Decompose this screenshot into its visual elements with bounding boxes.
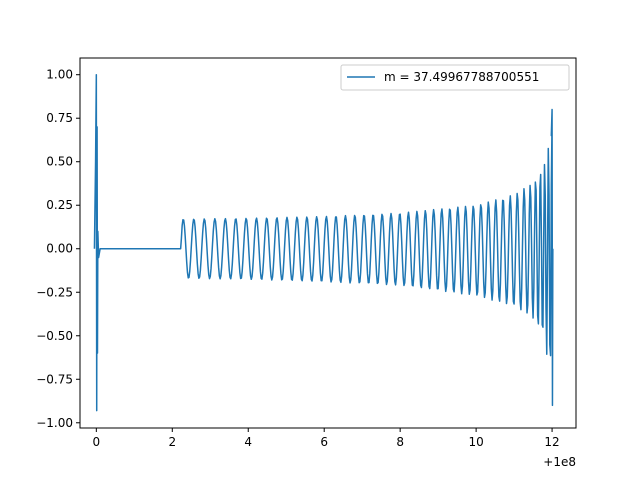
y-axis-ticks: −1.00 −0.75 −0.50 −0.25 0.00 0.25 0.50 0.75 1.00: [36, 68, 80, 430]
y-tick-label: 0.75: [46, 111, 73, 125]
x-offset-label: +1e8: [543, 455, 576, 469]
y-tick-label: −1.00: [36, 416, 73, 430]
x-axis-ticks: 0 2 4 6 8 10 12: [93, 428, 560, 449]
x-tick-label: 4: [244, 435, 252, 449]
legend-box: [340, 64, 570, 91]
series-layer: [93, 73, 554, 412]
x-tick-label: 8: [396, 435, 404, 449]
y-tick-label: 0.25: [46, 198, 73, 212]
y-tick-label: −0.75: [36, 372, 73, 386]
x-tick-label: 12: [544, 435, 559, 449]
plot-frame: [79, 57, 577, 429]
legend-label: m = 37.49967788700551: [384, 70, 539, 84]
series-line: [93, 73, 554, 412]
x-tick-label: 6: [320, 435, 328, 449]
y-tick-label: −0.25: [36, 285, 73, 299]
y-tick-label: 0.00: [46, 242, 73, 256]
x-tick-label: 2: [168, 435, 176, 449]
legend: m = 37.49967788700551: [340, 64, 570, 91]
x-tick-label: 10: [468, 435, 483, 449]
y-tick-label: −0.50: [36, 329, 73, 343]
y-tick-label: 1.00: [46, 68, 73, 82]
y-tick-label: 0.50: [46, 155, 73, 169]
x-tick-label: 0: [93, 435, 101, 449]
